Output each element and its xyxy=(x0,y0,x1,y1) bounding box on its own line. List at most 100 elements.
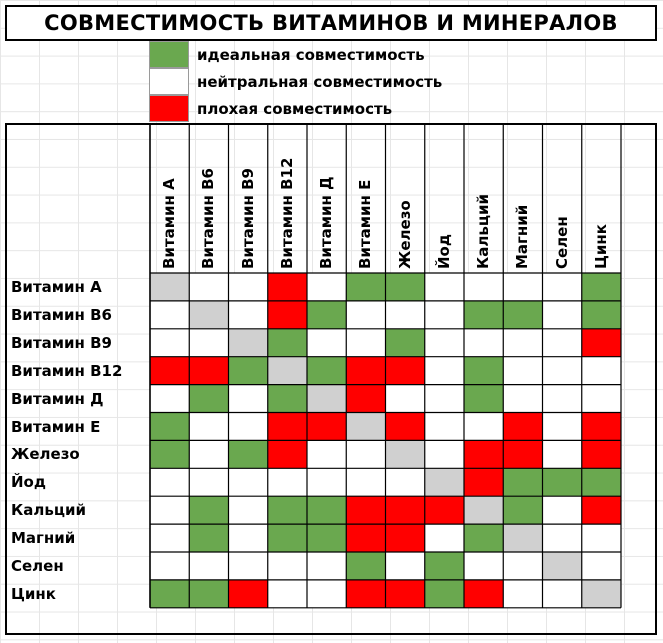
matrix-cell-good xyxy=(581,300,621,329)
matrix-cell-self xyxy=(150,273,190,301)
matrix-cell-neutral xyxy=(503,273,543,301)
matrix-cell-neutral xyxy=(542,328,582,357)
matrix-cell-neutral xyxy=(346,440,386,469)
legend-item-good: идеальная совместимость xyxy=(149,41,657,68)
matrix-cell-bad xyxy=(267,440,307,469)
matrix-cell-neutral xyxy=(346,328,386,357)
matrix-cell-neutral xyxy=(189,468,229,497)
matrix-cell-neutral xyxy=(385,468,425,497)
row-header: Кальций xyxy=(11,501,86,520)
matrix-cell-bad xyxy=(385,412,425,441)
matrix-cell-bad xyxy=(150,356,190,385)
matrix-cell-good xyxy=(542,468,582,497)
matrix-cell-good xyxy=(267,384,307,413)
matrix-cell-neutral xyxy=(542,440,582,469)
matrix-cell-bad xyxy=(346,496,386,525)
matrix-cell-good xyxy=(307,356,347,385)
matrix-cell-good xyxy=(189,384,229,413)
col-header: Витамин Е xyxy=(356,179,375,269)
matrix-cell-neutral xyxy=(581,524,621,552)
matrix-cell-bad xyxy=(581,440,621,469)
matrix-cell-bad xyxy=(267,412,307,441)
matrix-cell-self xyxy=(228,328,268,357)
matrix-cell-self xyxy=(464,496,504,525)
matrix-cell-good xyxy=(150,412,190,441)
matrix-cell-good xyxy=(385,328,425,357)
matrix-cell-neutral xyxy=(228,273,268,301)
legend-item-bad: плохая совместимость xyxy=(149,95,657,122)
row-header: Железо xyxy=(11,445,80,464)
matrix-cell-good xyxy=(307,496,347,525)
row-header: Селен xyxy=(11,557,64,575)
matrix-cell-self xyxy=(189,300,229,329)
matrix-cell-bad xyxy=(503,412,543,441)
matrix-cell-self xyxy=(581,579,621,608)
col-header: Селен xyxy=(552,216,571,269)
matrix-cell-neutral xyxy=(542,579,582,608)
matrix-cell-good xyxy=(581,468,621,497)
matrix-cell-bad xyxy=(307,412,347,441)
matrix-cell-neutral xyxy=(150,468,190,497)
matrix-cell-neutral xyxy=(228,300,268,329)
legend-swatch-neutral xyxy=(149,68,189,95)
matrix-cell-neutral xyxy=(189,273,229,301)
row-header: Витамин Д xyxy=(11,389,104,408)
matrix-cell-self xyxy=(267,356,307,385)
matrix-cell-bad xyxy=(346,384,386,413)
matrix-cell-good xyxy=(464,300,504,329)
matrix-cell-neutral xyxy=(228,524,268,552)
row-header: Витамин А xyxy=(11,278,102,296)
matrix-cell-neutral xyxy=(503,552,543,580)
matrix-cell-good xyxy=(189,524,229,552)
matrix-cell-neutral xyxy=(503,384,543,413)
matrix-cell-bad xyxy=(581,412,621,441)
col-header: Витамин В12 xyxy=(277,157,296,269)
matrix-cell-good xyxy=(464,524,504,552)
chart-title: СОВМЕСТИМОСТЬ ВИТАМИНОВ И МИНЕРАЛОВ xyxy=(5,5,657,41)
matrix-cell-good xyxy=(464,356,504,385)
matrix-cell-neutral xyxy=(307,579,347,608)
matrix-cell-good xyxy=(346,273,386,301)
matrix-cell-good xyxy=(503,496,543,525)
col-header: Кальций xyxy=(474,194,492,269)
matrix-cell-bad xyxy=(346,356,386,385)
col-header: Витамин Д xyxy=(317,176,335,269)
matrix-cell-neutral xyxy=(228,384,268,413)
matrix-cell-neutral xyxy=(424,412,464,441)
matrix-cell-bad xyxy=(581,496,621,525)
matrix-cell-bad xyxy=(228,579,268,608)
matrix-cell-good xyxy=(307,300,347,329)
matrix-cell-good xyxy=(267,496,307,525)
matrix-cell-good xyxy=(267,328,307,357)
matrix-cell-good xyxy=(464,384,504,413)
matrix-cell-good xyxy=(189,579,229,608)
row-header: Витамин В9 xyxy=(11,333,112,352)
matrix-cell-good xyxy=(267,524,307,552)
matrix-cell-neutral xyxy=(542,496,582,525)
row-header: Витамин В12 xyxy=(11,361,123,380)
title-text: СОВМЕСТИМОСТЬ ВИТАМИНОВ И МИНЕРАЛОВ xyxy=(44,11,618,35)
matrix-cell-self xyxy=(346,412,386,441)
matrix-cell-good xyxy=(503,300,543,329)
row-header: Витамин В6 xyxy=(11,305,112,324)
matrix-cell-neutral xyxy=(542,384,582,413)
matrix-cell-neutral xyxy=(189,412,229,441)
row-header: Витамин Е xyxy=(11,417,101,436)
matrix-cell-neutral xyxy=(150,300,190,329)
matrix-cell-neutral xyxy=(385,552,425,580)
row-header: Цинк xyxy=(11,584,56,603)
legend-label-bad: плохая совместимость xyxy=(197,99,393,118)
matrix-cell-good xyxy=(307,524,347,552)
col-header: Йод xyxy=(434,234,453,269)
legend-label-good: идеальная совместимость xyxy=(197,45,425,64)
matrix-cell-neutral xyxy=(424,440,464,469)
matrix-cell-neutral xyxy=(385,300,425,329)
matrix-cell-neutral xyxy=(189,552,229,580)
matrix-cell-neutral xyxy=(228,412,268,441)
matrix-cell-neutral xyxy=(307,468,347,497)
table-frame xyxy=(5,123,657,635)
matrix-cell-neutral xyxy=(189,328,229,357)
matrix-cell-good xyxy=(150,440,190,469)
matrix-cell-neutral xyxy=(150,524,190,552)
matrix-cell-self xyxy=(385,440,425,469)
